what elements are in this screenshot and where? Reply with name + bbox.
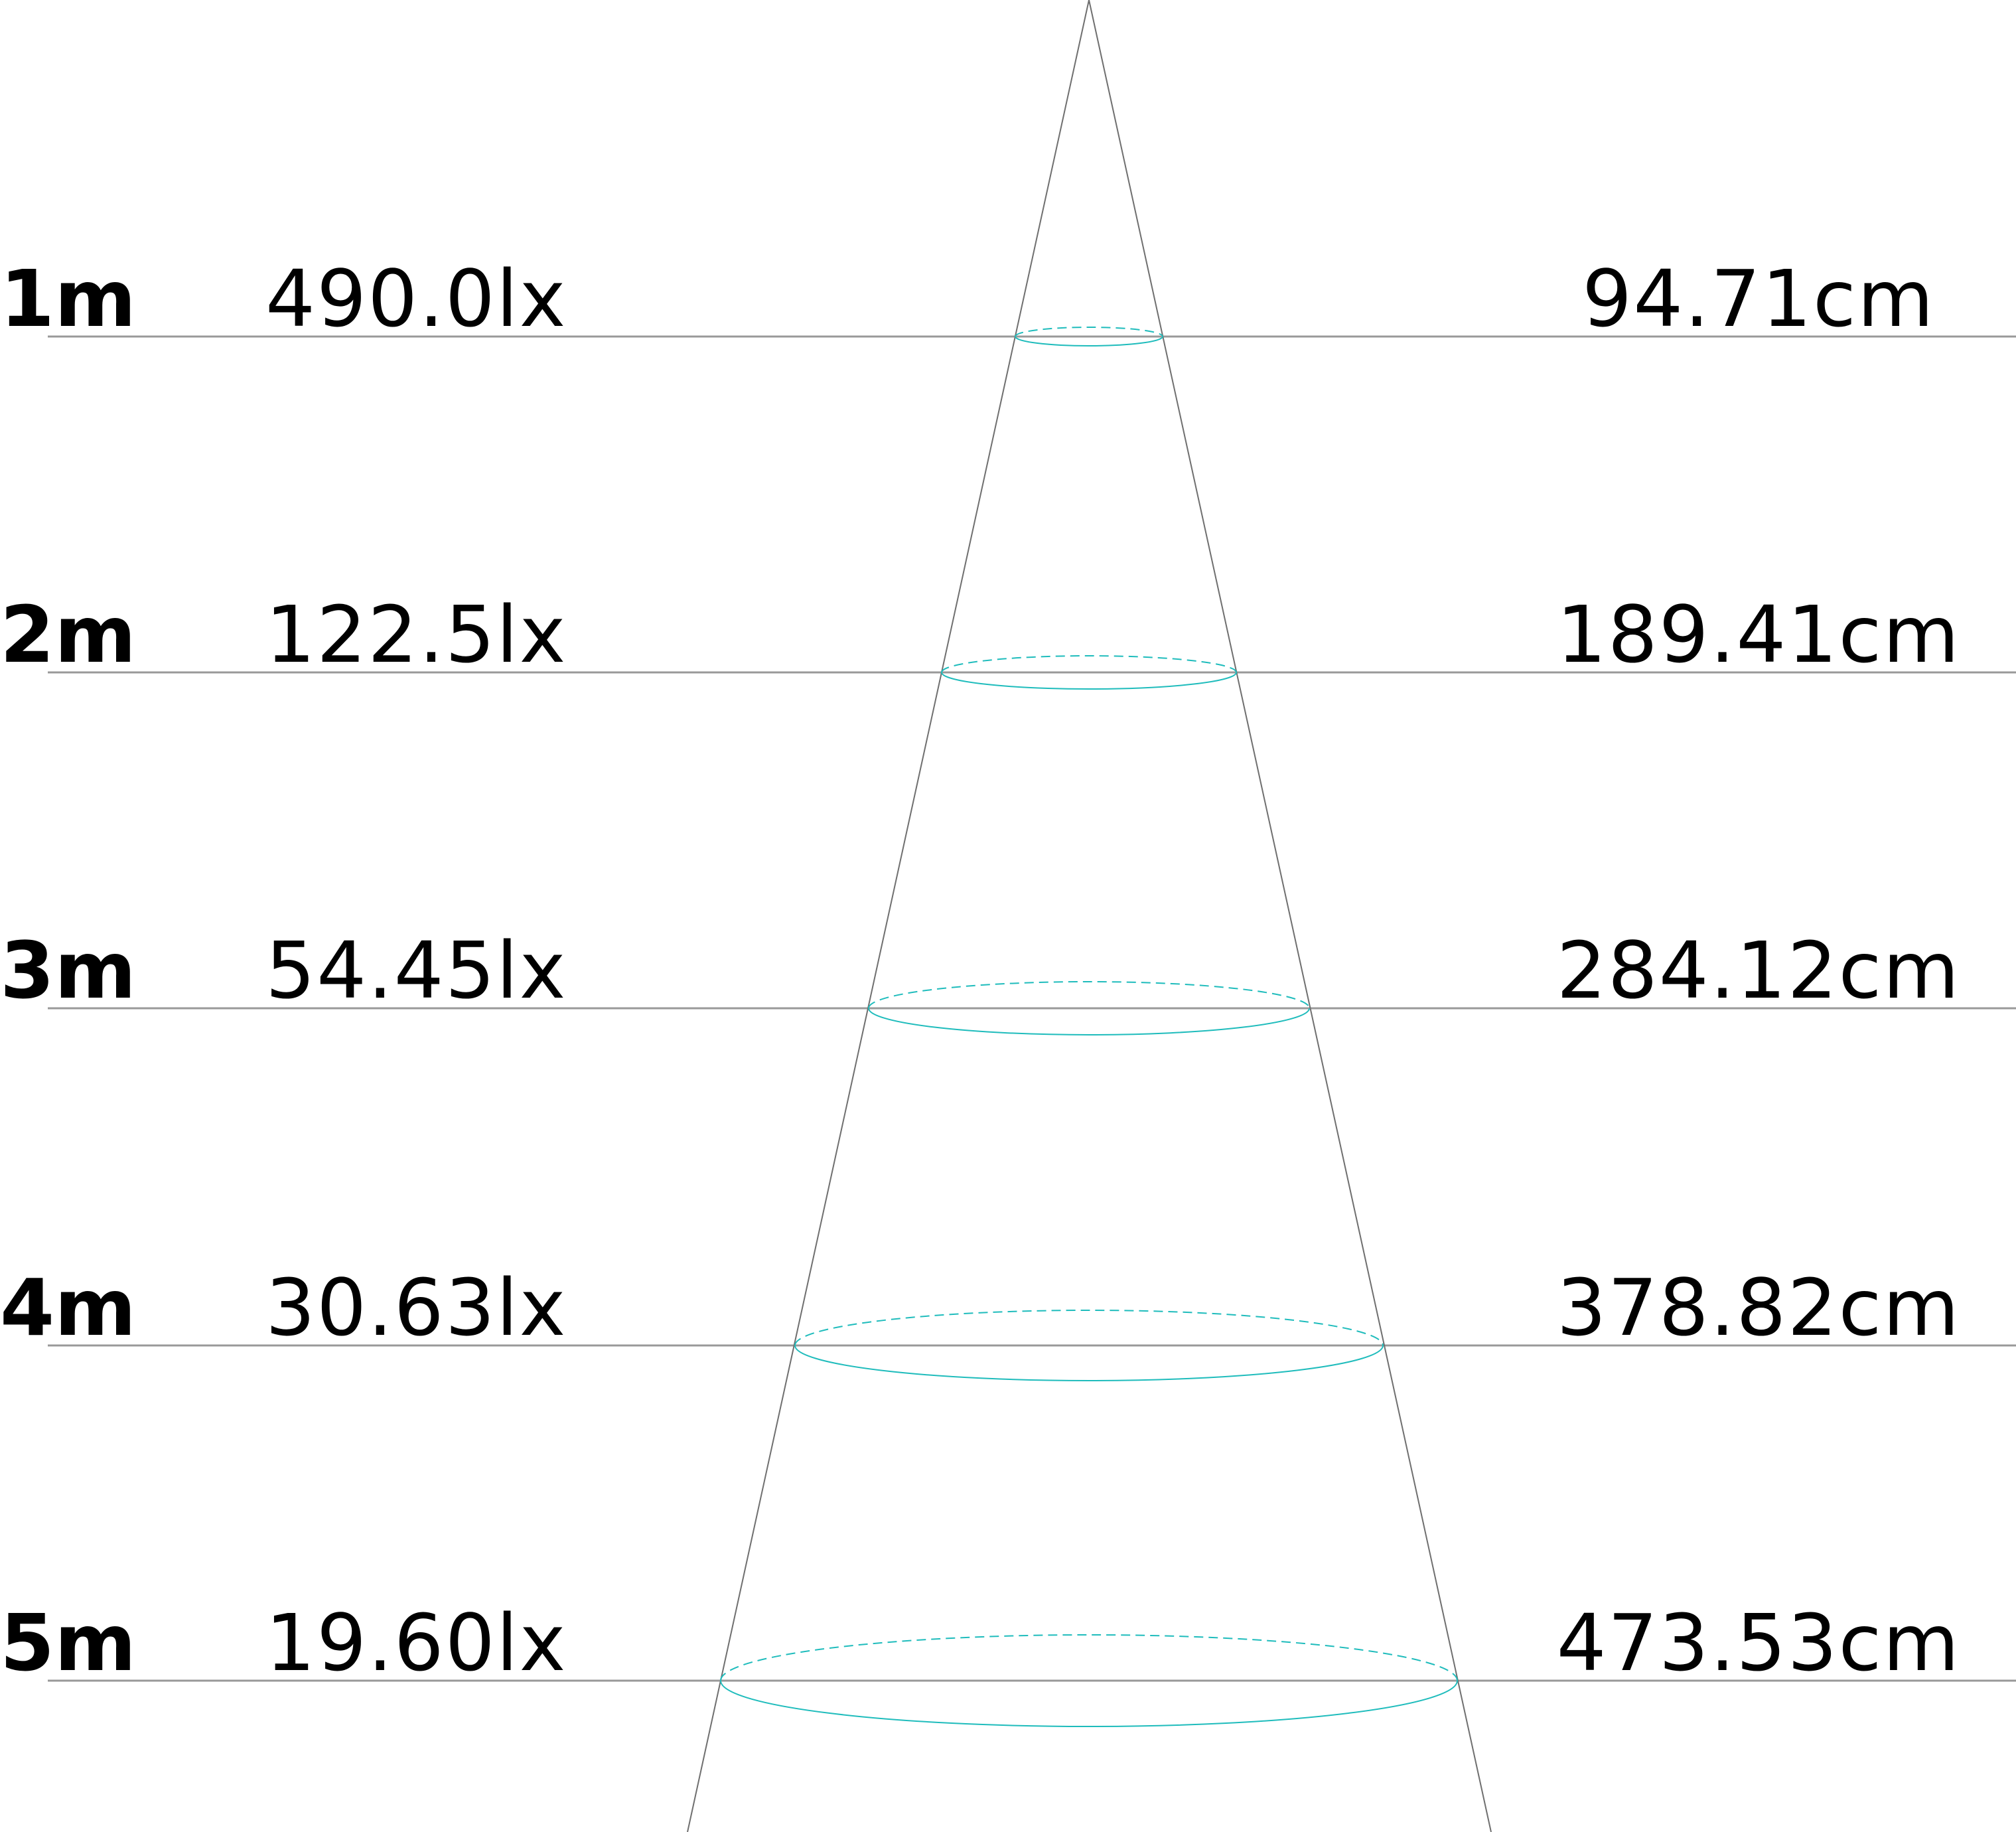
spot-back-arc [720, 1634, 1458, 1681]
illuminance-value: 122.5lx [265, 589, 567, 680]
spot-back-arc [1015, 327, 1163, 337]
spot-back-arc [941, 655, 1237, 673]
distance-label: 5m [0, 1597, 136, 1689]
spot-diameter-value: 284.12cm [1557, 925, 1961, 1016]
distance-label: 4m [0, 1262, 136, 1353]
distance-label: 1m [0, 253, 136, 344]
table-row: 1m 490.0lx 94.71cm [0, 253, 1935, 344]
spot-diameter-value: 94.71cm [1582, 253, 1935, 344]
table-row: 3m 54.45lx 284.12cm [0, 925, 1961, 1016]
spot-front-arc [1015, 336, 1163, 346]
illuminance-value: 19.60lx [265, 1597, 567, 1689]
spot-back-arc [794, 1310, 1384, 1346]
row-labels: 1m 490.0lx 94.71cm 2m 122.5lx 189.41cm 3m 54.45… [0, 253, 1961, 1689]
light-spot-ellipse [794, 1310, 1384, 1381]
spot-front-arc [720, 1680, 1458, 1727]
spot-diameter-value: 189.41cm [1557, 589, 1961, 680]
spot-front-arc [794, 1345, 1384, 1381]
light-spot-ellipse [868, 981, 1310, 1035]
spot-front-arc [868, 1008, 1310, 1035]
spot-diameter-value: 473.53cm [1557, 1597, 1961, 1689]
table-row: 2m 122.5lx 189.41cm [0, 589, 1961, 680]
distance-label: 2m [0, 589, 136, 680]
light-spots [720, 327, 1458, 1727]
illuminance-value: 30.63lx [265, 1262, 567, 1353]
spot-back-arc [868, 981, 1310, 1009]
cone-right-edge [1088, 0, 1492, 1832]
distance-label: 3m [0, 925, 136, 1016]
spot-front-arc [941, 672, 1237, 690]
spot-diameter-value: 378.82cm [1557, 1262, 1961, 1353]
distance-lines [48, 335, 2016, 1682]
illuminance-value: 490.0lx [265, 253, 567, 344]
light-spot-ellipse [720, 1634, 1458, 1727]
table-row: 4m 30.63lx 378.82cm [0, 1262, 1961, 1353]
illuminance-value: 54.45lx [265, 925, 567, 1016]
table-row: 5m 19.60lx 473.53cm [0, 1597, 1961, 1689]
light-spot-ellipse [941, 655, 1237, 690]
light-spot-ellipse [1015, 327, 1163, 346]
light-cone [687, 0, 1492, 1832]
cone-left-edge [687, 0, 1090, 1832]
